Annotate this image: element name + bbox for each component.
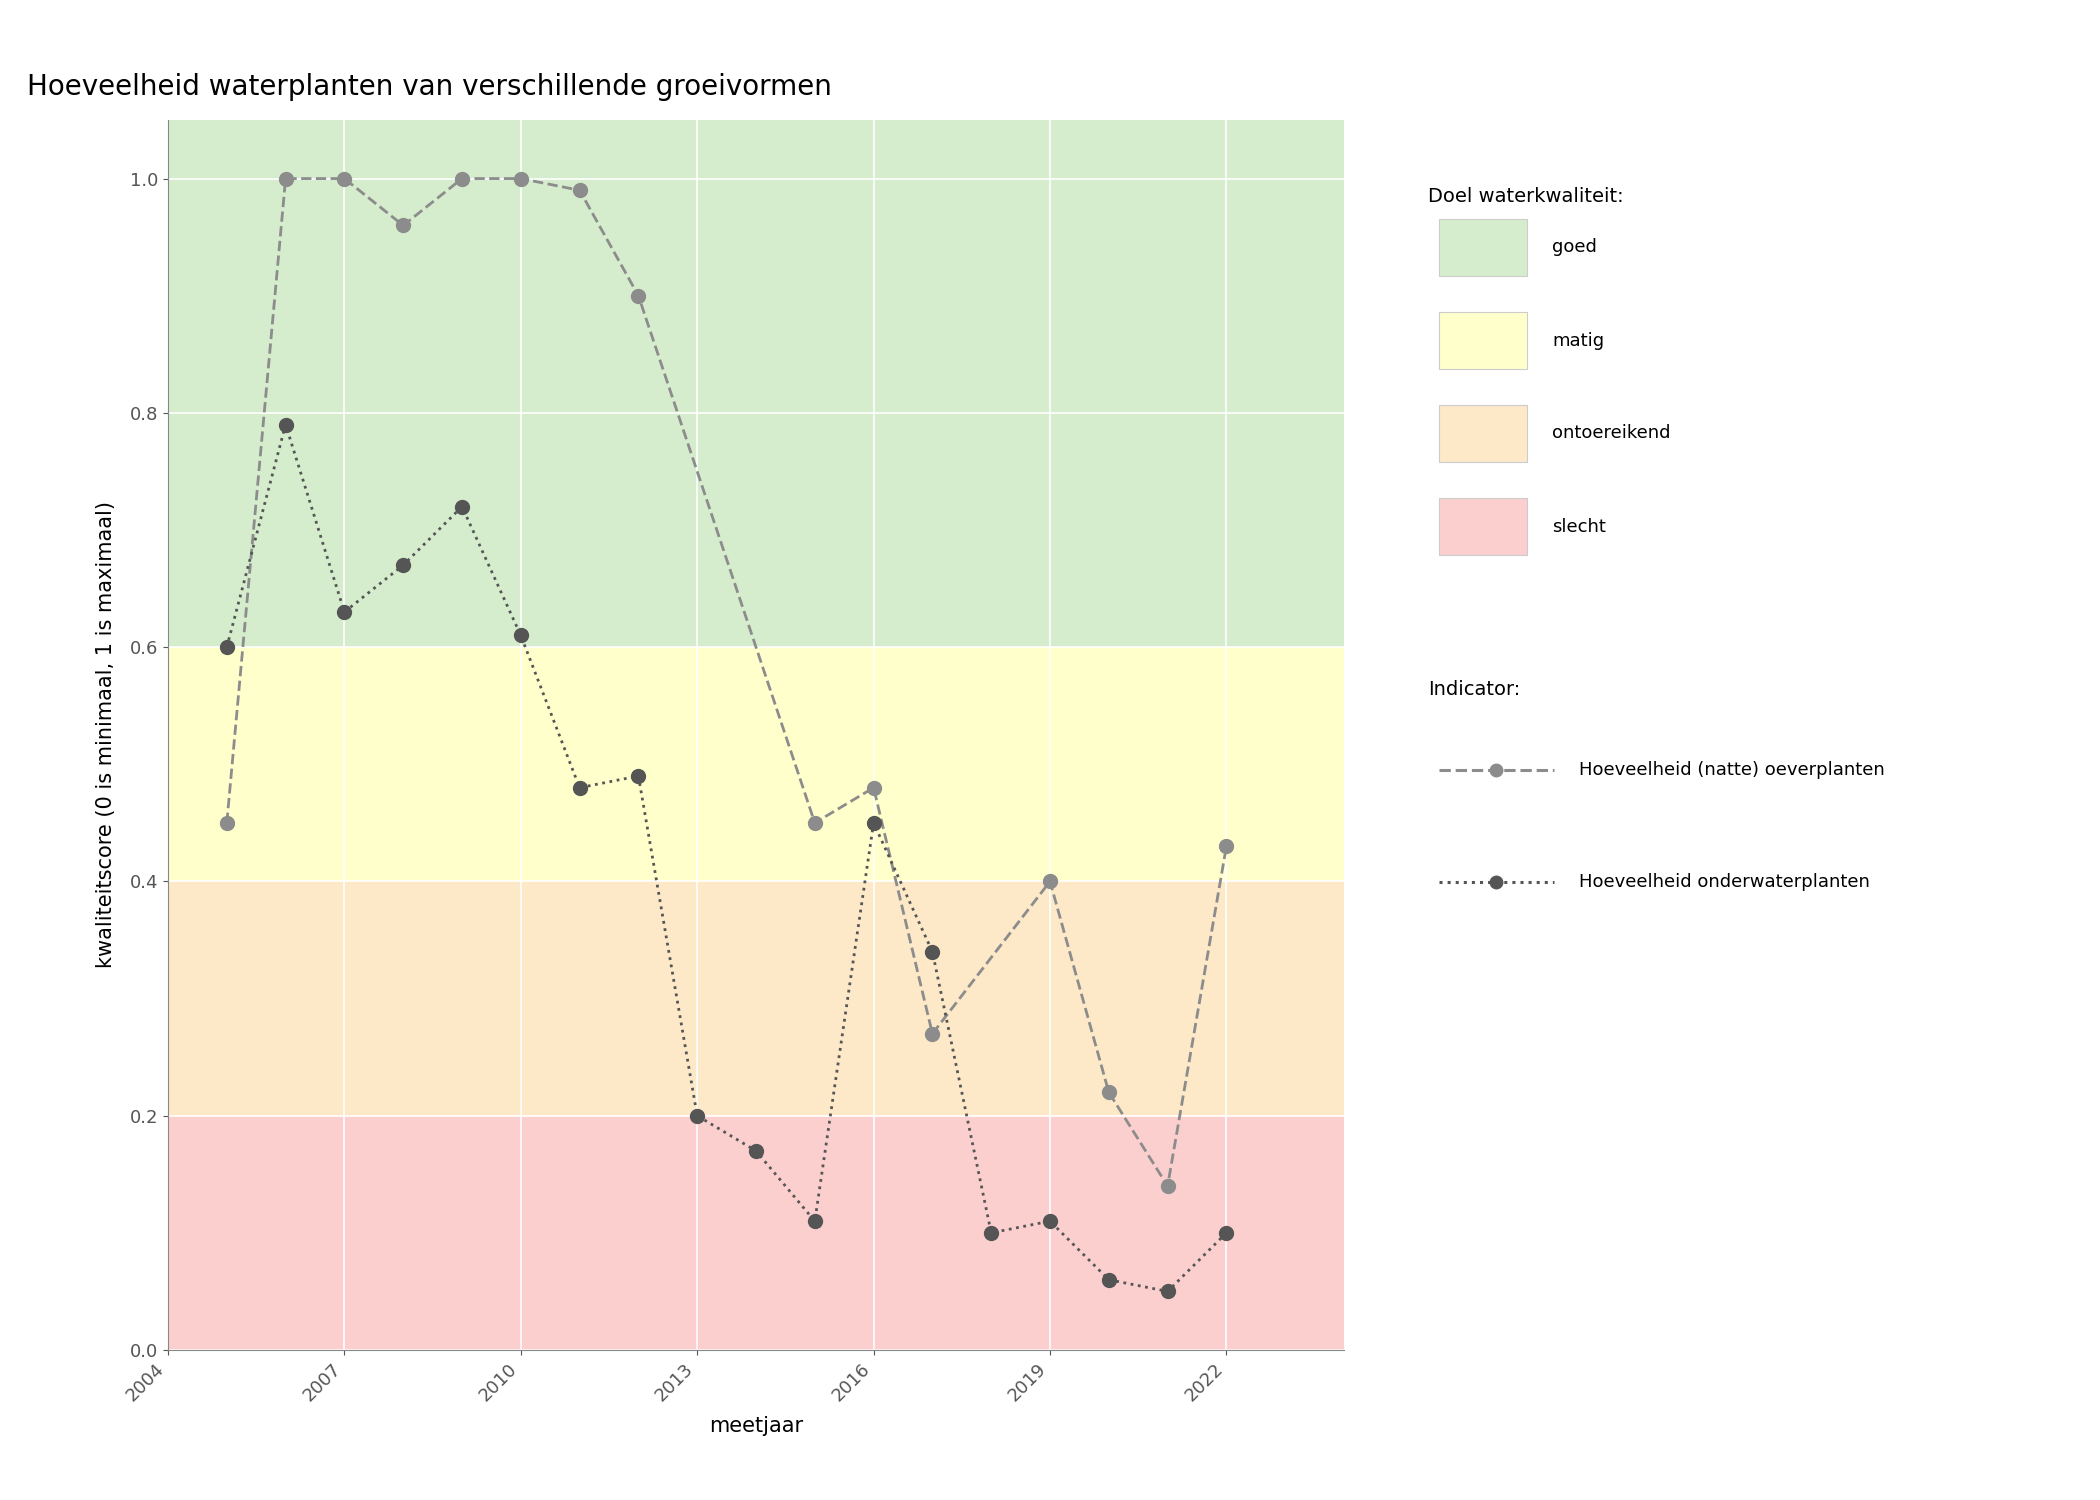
Bar: [168, 882, 1344, 1116]
Bar: [168, 120, 1344, 646]
Text: ontoereikend: ontoereikend: [1552, 424, 1670, 442]
Bar: [168, 1116, 1344, 1350]
Text: matig: matig: [1552, 332, 1604, 350]
Text: Indicator:: Indicator:: [1428, 680, 1520, 699]
Bar: [168, 646, 1344, 882]
Text: Hoeveelheid waterplanten van verschillende groeivormen: Hoeveelheid waterplanten van verschillen…: [27, 74, 832, 100]
Text: Hoeveelheid (natte) oeverplanten: Hoeveelheid (natte) oeverplanten: [1579, 760, 1886, 778]
Text: Doel waterkwaliteit:: Doel waterkwaliteit:: [1428, 188, 1623, 207]
Text: slecht: slecht: [1552, 518, 1607, 536]
Text: Hoeveelheid onderwaterplanten: Hoeveelheid onderwaterplanten: [1579, 873, 1871, 891]
X-axis label: meetjaar: meetjaar: [710, 1416, 802, 1436]
Y-axis label: kwaliteitscore (0 is minimaal, 1 is maximaal): kwaliteitscore (0 is minimaal, 1 is maxi…: [97, 501, 116, 969]
Text: goed: goed: [1552, 238, 1596, 256]
